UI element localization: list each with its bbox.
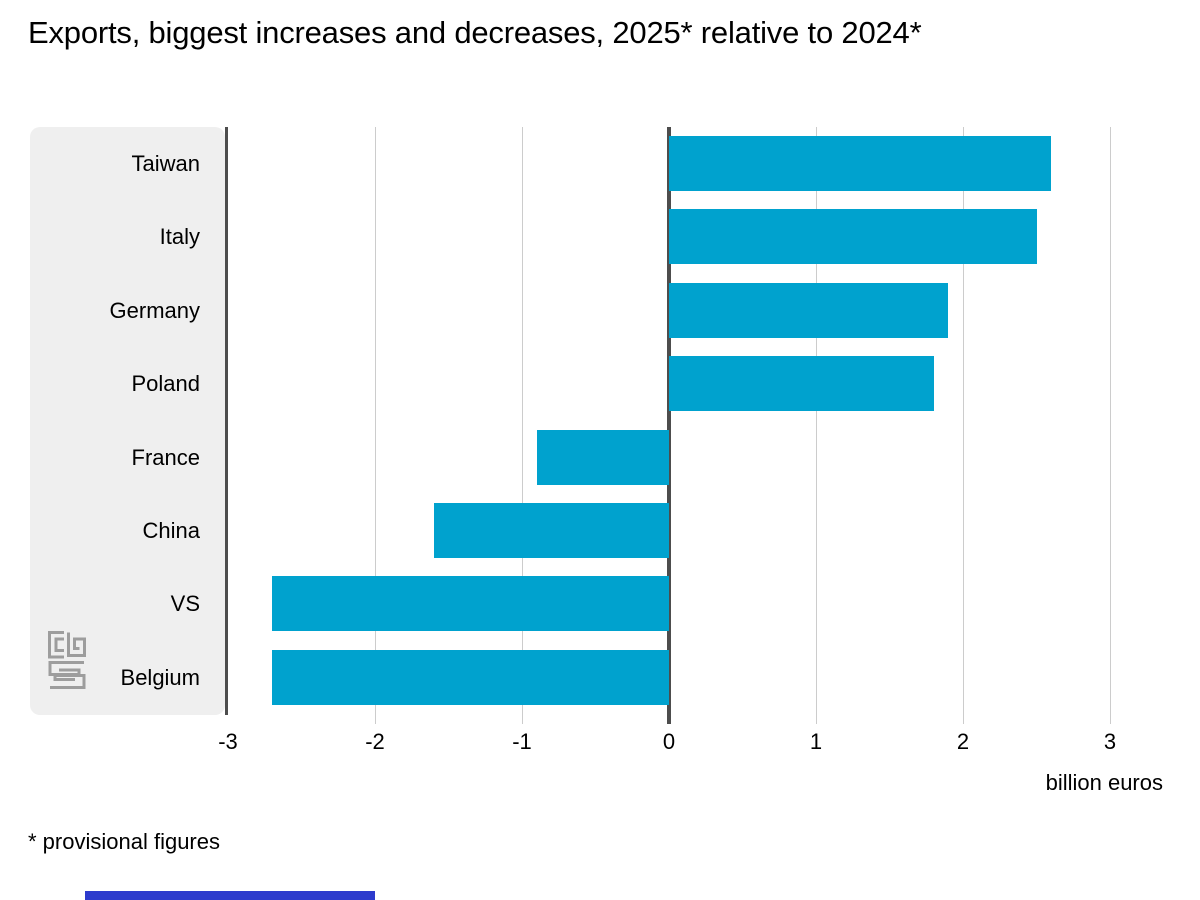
x-tick-label--2: -2 bbox=[365, 729, 385, 754]
footnote: * provisional figures bbox=[28, 829, 220, 854]
bar-germany bbox=[669, 282, 949, 338]
gridline-3 bbox=[1110, 127, 1111, 724]
cbs-logo-b bbox=[67, 632, 86, 657]
category-label-poland: Poland bbox=[131, 371, 200, 397]
axis-line-left bbox=[225, 127, 228, 715]
category-label-belgium: Belgium bbox=[120, 664, 200, 690]
category-label-italy: Italy bbox=[159, 224, 200, 250]
category-label-france: France bbox=[131, 444, 200, 470]
x-tick-label--3: -3 bbox=[218, 729, 238, 754]
category-label-taiwan: Taiwan bbox=[131, 151, 200, 176]
bar-italy bbox=[669, 209, 1037, 265]
x-axis-unit-label: billion euros bbox=[1045, 770, 1163, 795]
bar-belgium bbox=[272, 649, 669, 705]
category-label-germany: Germany bbox=[109, 297, 200, 323]
gridline-2 bbox=[963, 127, 964, 724]
bar-vs bbox=[272, 576, 669, 632]
cbs-logo-c-inner bbox=[54, 637, 64, 652]
cbs-logo-c-outer bbox=[48, 631, 64, 659]
axis-line-zero bbox=[667, 127, 671, 724]
bottom-accent-stripe bbox=[85, 891, 375, 900]
x-tick-label-3: 3 bbox=[1103, 729, 1117, 754]
chart-title: Exports, biggest increases and decreases… bbox=[28, 15, 922, 50]
category-label-china: China bbox=[142, 518, 200, 543]
category-label-panel bbox=[30, 127, 225, 715]
x-tick-label-0: 0 bbox=[662, 729, 676, 754]
cbs-logo-s-bottom bbox=[50, 674, 86, 689]
gridline--2 bbox=[375, 127, 376, 724]
bar-taiwan bbox=[669, 136, 1052, 191]
cbs-logo bbox=[48, 631, 86, 689]
bar-poland bbox=[669, 356, 934, 412]
bar-china bbox=[433, 503, 669, 558]
x-tick-label--1: -1 bbox=[512, 729, 532, 754]
bar-france bbox=[536, 429, 669, 485]
gridline-1 bbox=[816, 127, 817, 724]
category-label-vs: VS bbox=[170, 591, 200, 617]
x-tick-label-2: 2 bbox=[956, 729, 970, 754]
x-tick-label-1: 1 bbox=[809, 729, 823, 754]
gridline--1 bbox=[522, 127, 523, 724]
